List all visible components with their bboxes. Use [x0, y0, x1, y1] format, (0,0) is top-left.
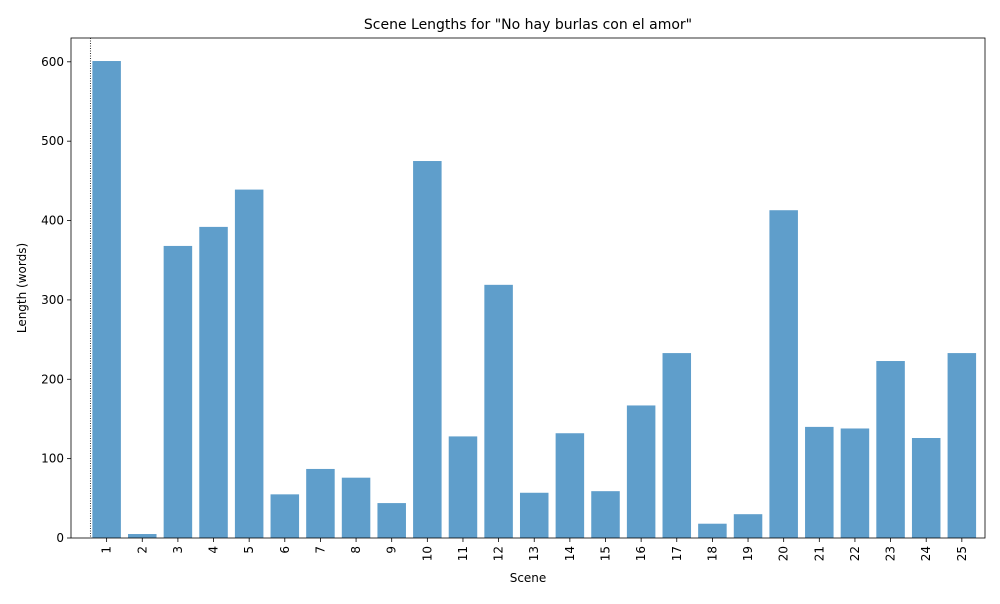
bar-scene-3 [163, 245, 193, 538]
bar-scene-25 [947, 353, 977, 538]
y-axis: 0 100 200 300 400 500 600 [41, 55, 71, 545]
bar-scene-18 [698, 523, 727, 538]
bar-scene-6 [270, 494, 300, 538]
bar-scene-9 [377, 503, 406, 538]
plot-frame [70, 37, 986, 539]
bar-scene-15 [591, 491, 620, 538]
bar-scene-11 [448, 436, 478, 538]
bar-scene-20 [769, 210, 798, 538]
x-tick-label: 20 [777, 546, 791, 561]
x-tick-label: 21 [812, 546, 826, 561]
x-tick-label: 16 [634, 546, 648, 561]
bar-scene-5 [234, 189, 264, 538]
x-tick-label: 23 [884, 546, 898, 561]
bar-scene-21 [805, 426, 834, 538]
x-tick-label: 22 [848, 546, 862, 561]
bar-scene-14 [555, 433, 585, 538]
x-axis-label: Scene [510, 571, 547, 585]
bar-scene-24 [911, 438, 941, 538]
bar-scene-23 [876, 361, 905, 538]
bar-scene-12 [484, 284, 513, 538]
x-tick-label: 12 [492, 546, 506, 561]
y-tick-label: 600 [41, 55, 64, 69]
bar-scene-17 [662, 353, 692, 538]
bar-scene-8 [341, 477, 371, 538]
x-tick-label: 15 [599, 546, 613, 561]
bar-scene-13 [519, 492, 549, 538]
x-tick-label: 9 [385, 546, 399, 554]
bar-scene-22 [840, 428, 870, 538]
x-tick-label: 19 [741, 546, 755, 561]
x-tick-label: 25 [955, 546, 969, 561]
x-tick-label: 5 [242, 546, 256, 554]
x-tick-label: 3 [171, 546, 185, 554]
bar-scene-1 [92, 61, 121, 539]
y-tick-label: 0 [56, 531, 64, 545]
x-tick-label: 1 [100, 546, 114, 554]
bar-scene-19 [733, 514, 763, 538]
x-tick-label: 13 [527, 546, 541, 561]
x-tick-label: 24 [919, 546, 933, 561]
y-tick-label: 200 [41, 372, 64, 386]
bar-scene-2 [128, 534, 157, 538]
x-tick-label: 6 [278, 546, 292, 554]
bar-scene-4 [199, 226, 228, 538]
x-tick-label: 14 [563, 546, 577, 561]
y-tick-label: 400 [41, 214, 64, 228]
y-tick-label: 500 [41, 134, 64, 148]
y-axis-label: Length (words) [15, 243, 29, 333]
x-tick-label: 10 [420, 546, 434, 561]
chart-title: Scene Lengths for "No hay burlas con el … [364, 17, 692, 33]
bar-scene-7 [306, 468, 335, 538]
bars-layer [92, 61, 977, 539]
bar-scene-10 [413, 161, 442, 538]
y-tick-label: 300 [41, 293, 64, 307]
y-tick-label: 100 [41, 452, 64, 466]
x-tick-label: 11 [456, 546, 470, 561]
x-tick-label: 4 [207, 546, 221, 554]
x-tick-label: 7 [313, 546, 327, 554]
x-tick-label: 8 [349, 546, 363, 554]
x-tick-label: 17 [670, 546, 684, 561]
x-tick-label: 18 [705, 546, 719, 561]
x-axis: 1 2 3 4 5 6 7 8 9 10 11 12 13 14 15 16 17 18 19 20 21 22 23 24 2… [100, 538, 969, 561]
x-tick-label: 2 [135, 546, 149, 554]
bar-scene-16 [626, 405, 656, 538]
